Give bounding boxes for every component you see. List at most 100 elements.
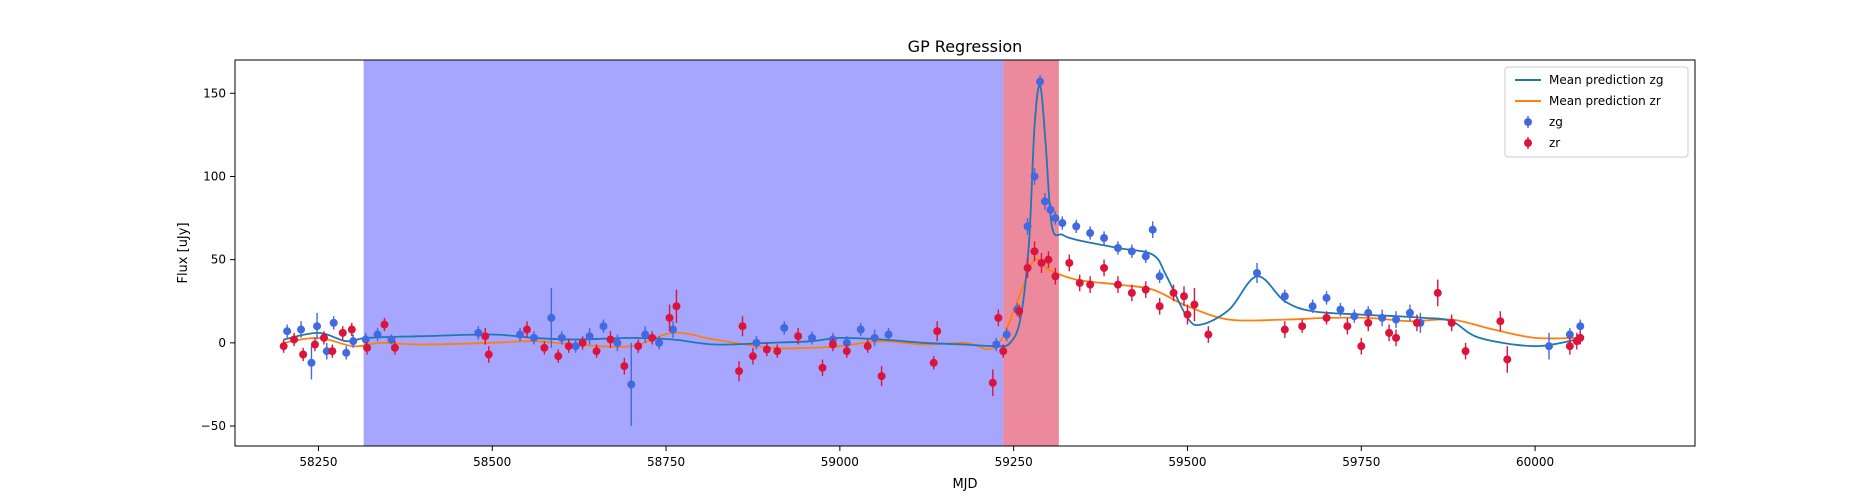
zr-point [1155,297,1164,315]
zr-point [1065,254,1074,272]
zr-marker [1364,318,1373,327]
zg-point [1405,304,1414,322]
zg-point [752,336,761,350]
zr-point [290,332,299,347]
zr-point [1141,281,1150,298]
zr-point [1169,284,1178,302]
zr-marker [564,342,573,351]
zr-point [1565,337,1574,355]
zg-point [516,327,525,342]
zg-marker [1280,292,1289,301]
zr-point [540,341,549,355]
zr-marker [738,322,747,331]
zr-point [1280,321,1289,338]
zr-point [828,337,837,352]
zr-point [1392,329,1401,347]
zr-marker [620,362,629,371]
legend-label: zg [1549,115,1563,129]
zg-marker [516,330,525,339]
zg-marker [283,327,292,336]
zg-marker [1100,234,1109,243]
zr-marker [648,333,657,342]
zg-marker [571,342,580,351]
zg-marker [1030,172,1039,181]
zr-marker [347,325,356,334]
zr-marker [1280,325,1289,334]
zg-marker [297,325,306,334]
zr-marker [1030,247,1039,256]
zr-point [672,289,681,323]
zr-point [842,344,851,358]
zg-marker [342,348,351,357]
legend-item-mean-prediction-zr: Mean prediction zr [1515,94,1661,108]
zg-point [297,321,306,338]
shaded-region-1 [363,60,1004,446]
line-mean-prediction-zg [283,84,1577,348]
zg-point [313,312,322,340]
zr-point [1190,287,1199,322]
legend: Mean prediction zg Mean prediction zr zg zr [1504,66,1689,158]
zg-marker [1002,330,1011,339]
zg-marker [373,330,382,339]
zr-marker [999,347,1008,356]
zg-marker [599,322,608,331]
zr-marker [1127,288,1136,297]
legend-box [1504,66,1689,158]
y-axis: −50 0 50 100 150 [201,86,235,433]
zg-point [373,327,382,342]
zr-marker [299,350,308,359]
zg-point [1378,309,1387,327]
zg-marker [1051,214,1060,223]
zr-marker [592,347,601,356]
x-tick-label: 60000 [1516,455,1554,469]
zr-point [1044,251,1053,268]
zr-point [484,346,493,363]
zg-marker [669,325,677,334]
zr-marker [929,358,938,367]
zr-marker [1044,255,1053,264]
zr-point [279,339,288,353]
zg-point [992,337,1001,352]
zr-marker [1051,272,1060,281]
zg-marker [329,318,338,327]
zg-point [1155,269,1164,283]
zr-marker [338,328,347,337]
zg-marker [1364,308,1373,317]
zg-marker [1253,268,1261,277]
zg-marker [780,323,789,332]
zg-point [1148,221,1157,239]
zg-point [599,319,608,333]
zr-point [748,347,757,365]
zg-point [1545,332,1553,360]
zg-marker [1036,77,1045,86]
zg-point [856,322,865,337]
zg-marker [349,337,358,346]
zr-marker [1392,333,1401,342]
zg-marker [808,333,817,342]
zr-marker [1015,307,1024,316]
zg-marker [1350,312,1359,321]
zr-marker [1565,342,1574,351]
zg-marker [1336,305,1345,314]
zg-point [1030,168,1039,185]
zg-marker [1392,315,1401,324]
zg-marker [655,338,664,347]
zr-marker [1298,322,1307,331]
zg-marker [1148,225,1157,234]
zg-point [1051,211,1060,225]
zr-marker [1113,280,1122,289]
zr-point [877,366,886,387]
zr-marker [818,363,827,372]
x-tick-label: 59750 [1342,455,1380,469]
zg-point [1392,311,1401,328]
zr-marker [1155,302,1164,311]
zr-point [1183,304,1192,325]
zr-marker [762,345,771,354]
zr-point [380,317,389,332]
zr-point [794,327,803,345]
x-tick-label: 58500 [473,455,511,469]
zg-point [1072,219,1081,234]
zg-marker [474,328,483,337]
zg-point [322,342,331,360]
zg-point [655,336,664,350]
